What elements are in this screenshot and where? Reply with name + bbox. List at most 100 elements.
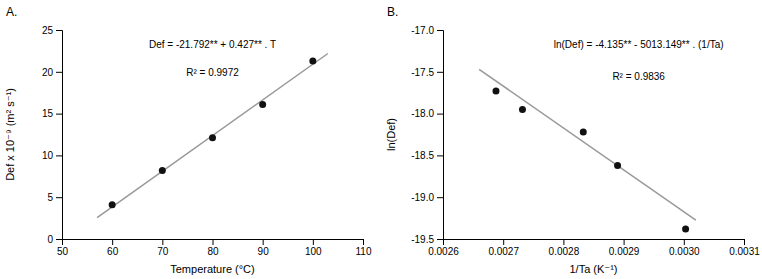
- y-axis-tick-mark: [437, 197, 443, 198]
- y-axis-tick-label: -18.0: [411, 108, 434, 119]
- x-axis-tick-mark: [313, 239, 314, 245]
- chart: 50607080901001100510152025Def = -21.792*…: [0, 0, 762, 279]
- x-axis-title: 1/Ta (K⁻¹): [570, 263, 618, 275]
- y-axis-tick-label: 0: [47, 234, 53, 245]
- y-axis-tick-label: -17.0: [411, 25, 434, 36]
- x-axis-tick-mark: [684, 239, 685, 245]
- y-axis-tick-mark: [56, 155, 62, 156]
- x-axis-tick: 0.0028: [549, 239, 580, 257]
- y-axis-tick-mark: [437, 239, 443, 240]
- point: [259, 101, 266, 108]
- x-axis-tick-mark: [744, 239, 745, 245]
- point: [492, 88, 499, 95]
- x-axis: 50 60 70 80 90 100 110: [57, 239, 372, 257]
- x-axis-tick: 110: [356, 239, 372, 257]
- y-axis-tick-label: -19.5: [411, 234, 434, 245]
- x-axis-tick: 0.0030: [669, 239, 700, 257]
- y-axis-title: Def x 10⁻⁹ (m² s⁻¹): [4, 88, 16, 181]
- x-axis: 0.0026 0.0027 0.0028 0.0029 0.0030 0.0031: [428, 239, 760, 257]
- y-axis-tick-label: -17.5: [411, 67, 434, 78]
- panel: 0.0026 0.0027 0.0028 0.0029 0.0030 0.0031 -19.…: [385, 5, 760, 275]
- y-axis-tick-label: 20: [42, 67, 54, 78]
- point: [580, 128, 587, 135]
- x-axis-tick: 0.0031: [729, 239, 760, 257]
- x-axis-line: [63, 240, 364, 246]
- x-axis-tick-mark: [162, 239, 163, 245]
- y-axis-tick-label: -19.0: [411, 192, 434, 203]
- y-axis-tick: 0: [47, 234, 62, 245]
- y-axis-tick-mark: [56, 114, 62, 115]
- x-axis-tick: 70: [157, 239, 169, 257]
- y-axis-tick-label: -18.5: [411, 150, 434, 161]
- y-axis: -19.5 -19.0 -18.5 -18.0 -17.5 -17.0: [411, 25, 443, 245]
- x-axis-line: [444, 240, 745, 246]
- x-axis-tick-mark: [263, 239, 264, 245]
- y-axis-tick: -17.0: [411, 25, 443, 36]
- x-axis-tick-label: 0.0031: [729, 246, 760, 257]
- panel: 50607080901001100510152025Def = -21.792*…: [4, 5, 372, 275]
- y-axis: 0510152025: [42, 25, 63, 245]
- x-axis-tick-label: 100: [305, 246, 322, 257]
- y-axis-tick-mark: [437, 30, 443, 31]
- y-axis-tick-label: 10: [42, 150, 54, 161]
- x-axis-tick-mark: [563, 239, 564, 245]
- annotation: R² = 0.9972: [186, 67, 239, 78]
- point: [682, 225, 689, 232]
- y-axis-tick: -18.0: [411, 108, 443, 119]
- plot-area: [479, 69, 696, 232]
- y-axis-tick-mark: [56, 197, 62, 198]
- y-axis-tick: 10: [42, 150, 62, 161]
- y-axis-tick-mark: [56, 239, 62, 240]
- y-axis-tick-mark: [437, 72, 443, 73]
- x-axis-tick: 0.0029: [609, 239, 640, 257]
- x-axis-tick-mark: [503, 239, 504, 245]
- x-axis-tick: 60: [107, 239, 119, 257]
- y-axis-tick-mark: [56, 72, 62, 73]
- x-axis-tick: 0.0027: [488, 239, 519, 257]
- title: A.: [6, 5, 17, 19]
- point: [614, 162, 621, 169]
- y-axis-line: [437, 31, 444, 240]
- annotation: Def = -21.792** + 0.427** . T: [149, 39, 276, 50]
- x-axis-tick-mark: [112, 239, 113, 245]
- y-axis-tick-mark: [437, 114, 443, 115]
- y-axis-tick-mark: [56, 30, 62, 31]
- x-axis-tick-label: 0.0026: [428, 246, 459, 257]
- x-axis-tick-mark: [624, 239, 625, 245]
- x-axis-tick-label: 0.0027: [488, 246, 519, 257]
- x-axis-tick-label: 0.0029: [609, 246, 640, 257]
- y-axis-tick: 25: [42, 25, 62, 36]
- y-axis-tick: -19.5: [411, 234, 443, 245]
- y-axis-tick: -19.0: [411, 192, 443, 203]
- x-axis-tick: 90: [258, 239, 270, 257]
- point: [519, 106, 526, 113]
- y-axis-tick-label: 15: [42, 108, 54, 119]
- y-axis-tick: 20: [42, 67, 62, 78]
- x-axis-tick-mark: [363, 239, 364, 245]
- fit-line: [479, 69, 696, 220]
- plot-area: [97, 54, 328, 218]
- y-axis-title: ln(Def): [385, 118, 397, 151]
- point: [209, 134, 216, 141]
- y-axis-tick-mark: [437, 155, 443, 156]
- x-axis-tick-label: 0.0030: [669, 246, 700, 257]
- fit-line: [97, 54, 328, 218]
- x-axis-tick: 80: [207, 239, 219, 257]
- x-axis-tick-label: 90: [258, 246, 270, 257]
- x-axis-tick-label: 50: [57, 246, 69, 257]
- x-axis-tick-label: 60: [107, 246, 119, 257]
- x-axis-tick-label: 70: [157, 246, 169, 257]
- y-axis-tick: 15: [42, 108, 62, 119]
- x-axis-tick: 100: [305, 239, 322, 257]
- x-axis-tick-label: 0.0028: [549, 246, 580, 257]
- y-axis-tick: -18.5: [411, 150, 443, 161]
- annotation: ln(Def) = -4.135** - 5013.149** . (1/Ta): [554, 39, 724, 50]
- annotation: R² = 0.9836: [612, 71, 665, 82]
- x-axis-tick: 50: [57, 239, 69, 257]
- point: [309, 57, 316, 64]
- x-axis-tick-mark: [213, 239, 214, 245]
- y-axis-tick: -17.5: [411, 67, 443, 78]
- point: [159, 167, 166, 174]
- x-axis-tick-label: 110: [356, 246, 372, 257]
- point: [109, 201, 116, 208]
